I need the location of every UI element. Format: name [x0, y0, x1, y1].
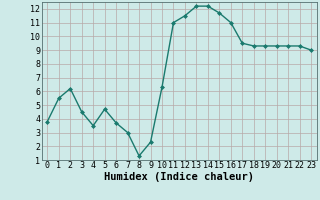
- X-axis label: Humidex (Indice chaleur): Humidex (Indice chaleur): [104, 172, 254, 182]
